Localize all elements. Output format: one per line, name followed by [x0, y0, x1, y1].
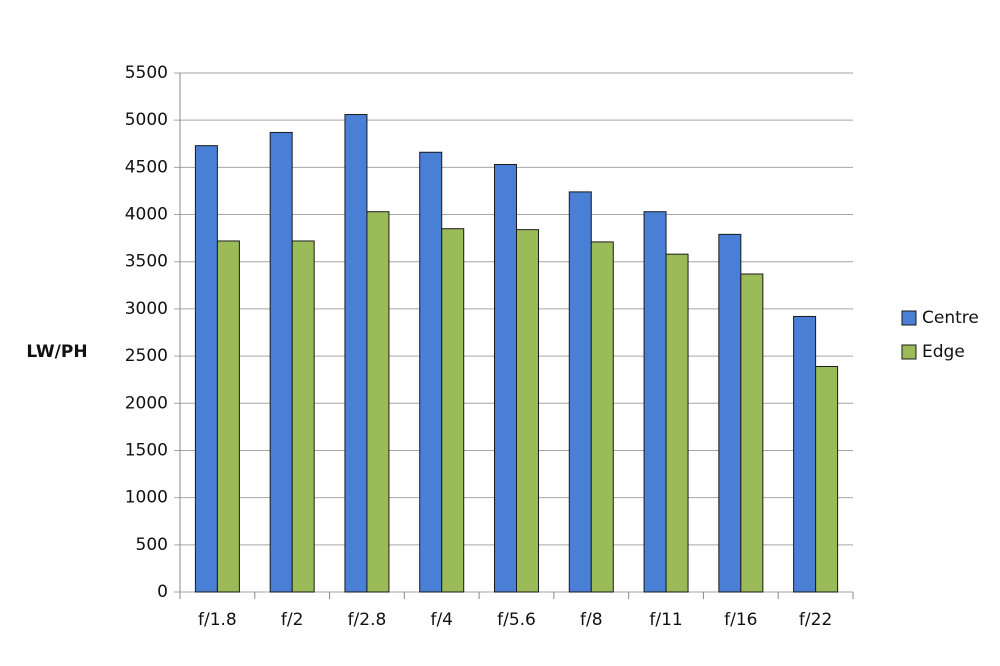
x-tick-label: f/1.8 — [198, 610, 237, 630]
x-tick-label: f/5.6 — [497, 610, 536, 630]
bar — [740, 273, 764, 593]
bar — [590, 241, 614, 593]
legend-swatch — [901, 310, 917, 326]
bar — [665, 253, 689, 593]
bar — [516, 229, 539, 593]
bar — [568, 191, 592, 593]
bar — [419, 151, 443, 593]
bar — [344, 114, 368, 593]
x-tick-label: f/2.8 — [348, 610, 387, 630]
y-tick-label: 0 — [157, 582, 168, 602]
legend-label: Centre — [922, 308, 979, 328]
bar — [194, 145, 218, 593]
y-tick-label: 1000 — [125, 488, 168, 508]
x-tick-label: f/8 — [580, 610, 603, 630]
legend-swatch — [901, 344, 917, 360]
bar — [815, 365, 839, 593]
bar — [216, 240, 240, 593]
y-tick-label: 4500 — [125, 157, 168, 177]
x-tick-label: f/16 — [724, 610, 757, 630]
y-tick-label: 4000 — [125, 205, 168, 225]
y-tick-label: 3500 — [125, 252, 168, 272]
y-tick-label: 5000 — [125, 110, 168, 130]
y-tick-label: 3000 — [125, 299, 168, 319]
legend-label: Edge — [922, 342, 965, 362]
y-tick-label: 2500 — [125, 346, 168, 366]
x-tick-label: f/22 — [799, 610, 832, 630]
y-tick-label: 5500 — [125, 63, 168, 83]
x-tick-label: f/11 — [649, 610, 682, 630]
bar — [269, 131, 293, 593]
y-tick-label: 1500 — [125, 440, 168, 460]
y-tick-label: 500 — [136, 535, 168, 555]
bar — [793, 315, 817, 593]
bar — [494, 164, 517, 593]
bar — [441, 228, 465, 593]
x-tick-label: f/4 — [430, 610, 453, 630]
y-axis-label: LW/PH — [26, 342, 87, 362]
bar — [643, 211, 667, 593]
y-tick-label: 2000 — [125, 393, 168, 413]
bar — [718, 233, 742, 593]
x-tick-label: f/2 — [281, 610, 304, 630]
bar — [366, 211, 390, 593]
bar — [291, 240, 315, 593]
